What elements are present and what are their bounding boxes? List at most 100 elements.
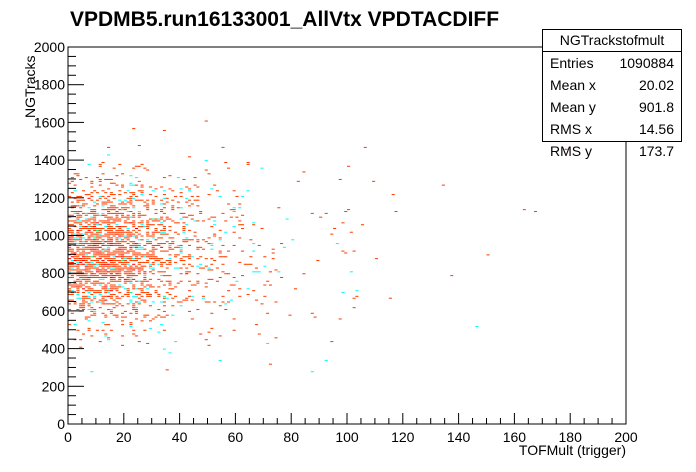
heatmap-cell <box>132 128 136 130</box>
heatmap-cell <box>79 199 83 201</box>
heatmap-cell <box>123 267 127 269</box>
heatmap-cell <box>90 222 94 224</box>
heatmap-cell <box>73 190 77 192</box>
heatmap-cell <box>73 339 77 341</box>
heatmap-cell <box>210 269 214 271</box>
heatmap-cell <box>201 220 206 222</box>
heatmap-cell <box>107 339 111 341</box>
stats-row-rms-x: RMS x 14.56 <box>543 118 681 140</box>
heatmap-cell <box>193 199 197 201</box>
heatmap-cell <box>182 222 186 224</box>
heatmap-cell <box>118 246 122 248</box>
heatmap-cell <box>154 229 158 231</box>
heatmap-cell <box>179 250 183 252</box>
heatmap-cell <box>109 258 113 260</box>
heatmap-cell <box>232 329 236 331</box>
heatmap-cell <box>84 252 88 254</box>
heatmap-cell <box>104 286 108 288</box>
heatmap-cell <box>73 220 77 222</box>
heatmap-cell <box>81 273 86 275</box>
heatmap-cell <box>126 261 130 263</box>
heatmap-cell <box>95 276 99 279</box>
heatmap-cell <box>179 192 183 194</box>
heatmap-cell <box>121 305 125 307</box>
heatmap-cell <box>109 278 113 280</box>
heatmap-cell <box>95 227 99 229</box>
heatmap-cell <box>79 273 83 275</box>
heatmap-cell <box>87 207 91 209</box>
heatmap-cell <box>129 260 133 262</box>
heatmap-cell <box>221 244 225 246</box>
heatmap-cell <box>90 275 94 277</box>
heatmap-cell <box>148 250 152 252</box>
heatmap-cell <box>148 286 152 288</box>
heatmap-cell <box>137 226 141 228</box>
heatmap-cell <box>112 207 116 209</box>
heatmap-cell <box>148 278 152 280</box>
heatmap-cell <box>132 252 136 254</box>
heatmap-cell <box>123 278 127 280</box>
heatmap-cell <box>204 169 208 171</box>
heatmap-cell <box>84 260 88 262</box>
heatmap-cell <box>160 263 164 265</box>
heatmap-cell <box>109 252 113 254</box>
heatmap-cell <box>107 324 111 326</box>
heatmap-cell <box>73 244 77 246</box>
heatmap-cell <box>95 199 99 201</box>
heatmap-cell <box>90 246 94 248</box>
heatmap-cell <box>134 267 139 269</box>
heatmap-cell <box>285 218 289 220</box>
heatmap-cell <box>134 318 139 320</box>
heatmap-cell <box>70 290 74 292</box>
heatmap-cell <box>160 222 164 224</box>
y-tick-label: 1400 <box>34 152 65 168</box>
heatmap-cell <box>221 271 225 273</box>
heatmap-cell <box>134 335 139 337</box>
heatmap-cell <box>252 290 256 292</box>
heatmap-cell <box>76 218 80 220</box>
heatmap-cell <box>137 210 141 213</box>
heatmap-cell <box>146 243 150 245</box>
heatmap-cell <box>93 248 97 250</box>
y-tick-label: 400 <box>42 341 66 357</box>
heatmap-cell <box>174 341 178 343</box>
heatmap-cell <box>68 293 72 295</box>
heatmap-cell <box>115 248 119 250</box>
heatmap-cell <box>201 248 206 250</box>
heatmap-cell <box>129 199 133 201</box>
heatmap-cell <box>240 195 245 197</box>
heatmap-cell <box>254 299 259 301</box>
heatmap-cell <box>109 241 113 243</box>
heatmap-cell <box>137 248 141 250</box>
heatmap-cell <box>162 301 166 303</box>
heatmap-cell <box>68 227 72 229</box>
heatmap-cell <box>246 163 250 165</box>
heatmap-cell <box>68 224 72 226</box>
heatmap-cell <box>123 310 127 312</box>
heatmap-cell <box>87 237 91 239</box>
heatmap-cell <box>98 235 102 237</box>
heatmap-cell <box>221 256 225 258</box>
heatmap-cell <box>76 173 80 175</box>
heatmap-cell <box>229 284 233 286</box>
heatmap-cell <box>109 233 113 235</box>
heatmap-cell <box>132 229 136 231</box>
heatmap-cell <box>146 205 150 207</box>
heatmap-cell <box>123 261 127 263</box>
heatmap-cell <box>112 288 116 290</box>
heatmap-cell <box>137 246 141 248</box>
heatmap-cell <box>101 286 105 288</box>
heatmap-cell <box>81 333 86 335</box>
heatmap-cell <box>76 229 80 231</box>
heatmap-cell <box>126 267 130 269</box>
heatmap-cell <box>134 260 139 262</box>
heatmap-cell <box>79 261 83 263</box>
heatmap-cell <box>165 314 169 316</box>
heatmap-cell <box>218 276 222 279</box>
heatmap-cell <box>68 250 72 252</box>
heatmap-cell <box>207 243 211 245</box>
heatmap-cell <box>162 227 166 229</box>
heatmap-cell <box>87 244 91 246</box>
heatmap-cell <box>104 244 108 246</box>
heatmap-cell <box>204 120 208 122</box>
